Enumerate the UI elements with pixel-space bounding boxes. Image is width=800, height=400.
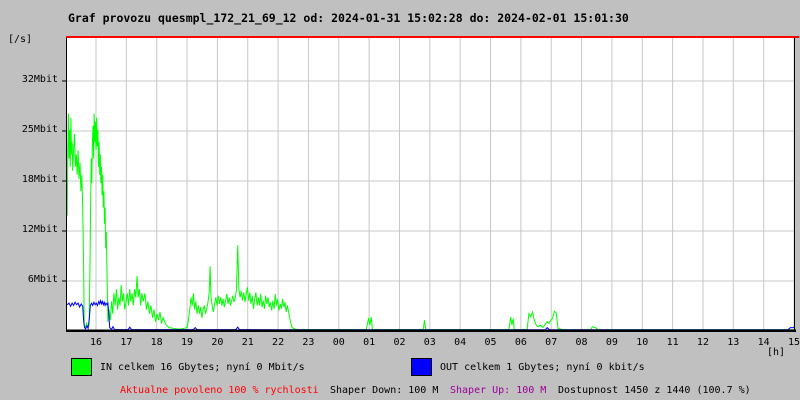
x-tick-label: 05 (484, 337, 497, 348)
x-tick-label: 01 (363, 337, 376, 348)
page-title: Graf provozu quesmpl_172_21_69_12 od: 20… (68, 11, 629, 25)
y-tick-label: 25Mbit (21, 124, 58, 135)
out-legend-swatch (411, 358, 432, 376)
x-tick-label: 06 (514, 337, 527, 348)
y-tick-label: 32Mbit (21, 74, 58, 85)
x-tick-label: 20 (211, 337, 224, 348)
x-tick-label: 18 (150, 337, 163, 348)
x-axis-unit-label: [h] (766, 347, 786, 358)
x-tick-label: 12 (696, 337, 709, 348)
in-legend-swatch (71, 358, 92, 376)
x-tick-label: 23 (302, 337, 315, 348)
shaper-down-text: Shaper Down: 100 M (330, 385, 439, 396)
x-tick-label: 10 (636, 337, 649, 348)
x-tick-label: 15 (787, 337, 800, 348)
out-legend-label: OUT celkem 1 Gbytes; nyní 0 kbit/s (440, 362, 645, 373)
x-tick-label: 07 (545, 337, 558, 348)
x-tick-label: 04 (454, 337, 467, 348)
y-tick-label: 12Mbit (21, 224, 58, 235)
x-tick-label: 11 (666, 337, 679, 348)
x-tick-label: 02 (393, 337, 406, 348)
in-legend-label: IN celkem 16 Gbytes; nyní 0 Mbit/s (100, 362, 305, 373)
y-tick-label: 6Mbit (27, 274, 58, 285)
x-tick-label: 03 (423, 337, 436, 348)
x-tick-label: 17 (120, 337, 133, 348)
x-tick-label: 19 (181, 337, 194, 348)
x-tick-label: 16 (89, 337, 103, 348)
availability-text: Dostupnost 1450 z 1440 (100.7 %) (558, 385, 751, 396)
y-tick-label: 18Mbit (21, 174, 58, 185)
allowed-speed-text: Aktualne povoleno 100 % rychlosti (120, 385, 319, 396)
x-tick-label: 14 (757, 337, 770, 348)
x-tick-label: 22 (272, 337, 285, 348)
x-tick-label: 21 (241, 337, 254, 348)
x-tick-label: 08 (575, 337, 588, 348)
x-tick-label: 09 (605, 337, 618, 348)
shaper-up-text: Shaper Up: 100 M (450, 385, 547, 396)
x-tick-label: 13 (727, 337, 740, 348)
x-tick-label: 00 (332, 337, 345, 348)
plot-area (62, 36, 799, 332)
y-axis-unit-label: [/s] (8, 34, 33, 45)
